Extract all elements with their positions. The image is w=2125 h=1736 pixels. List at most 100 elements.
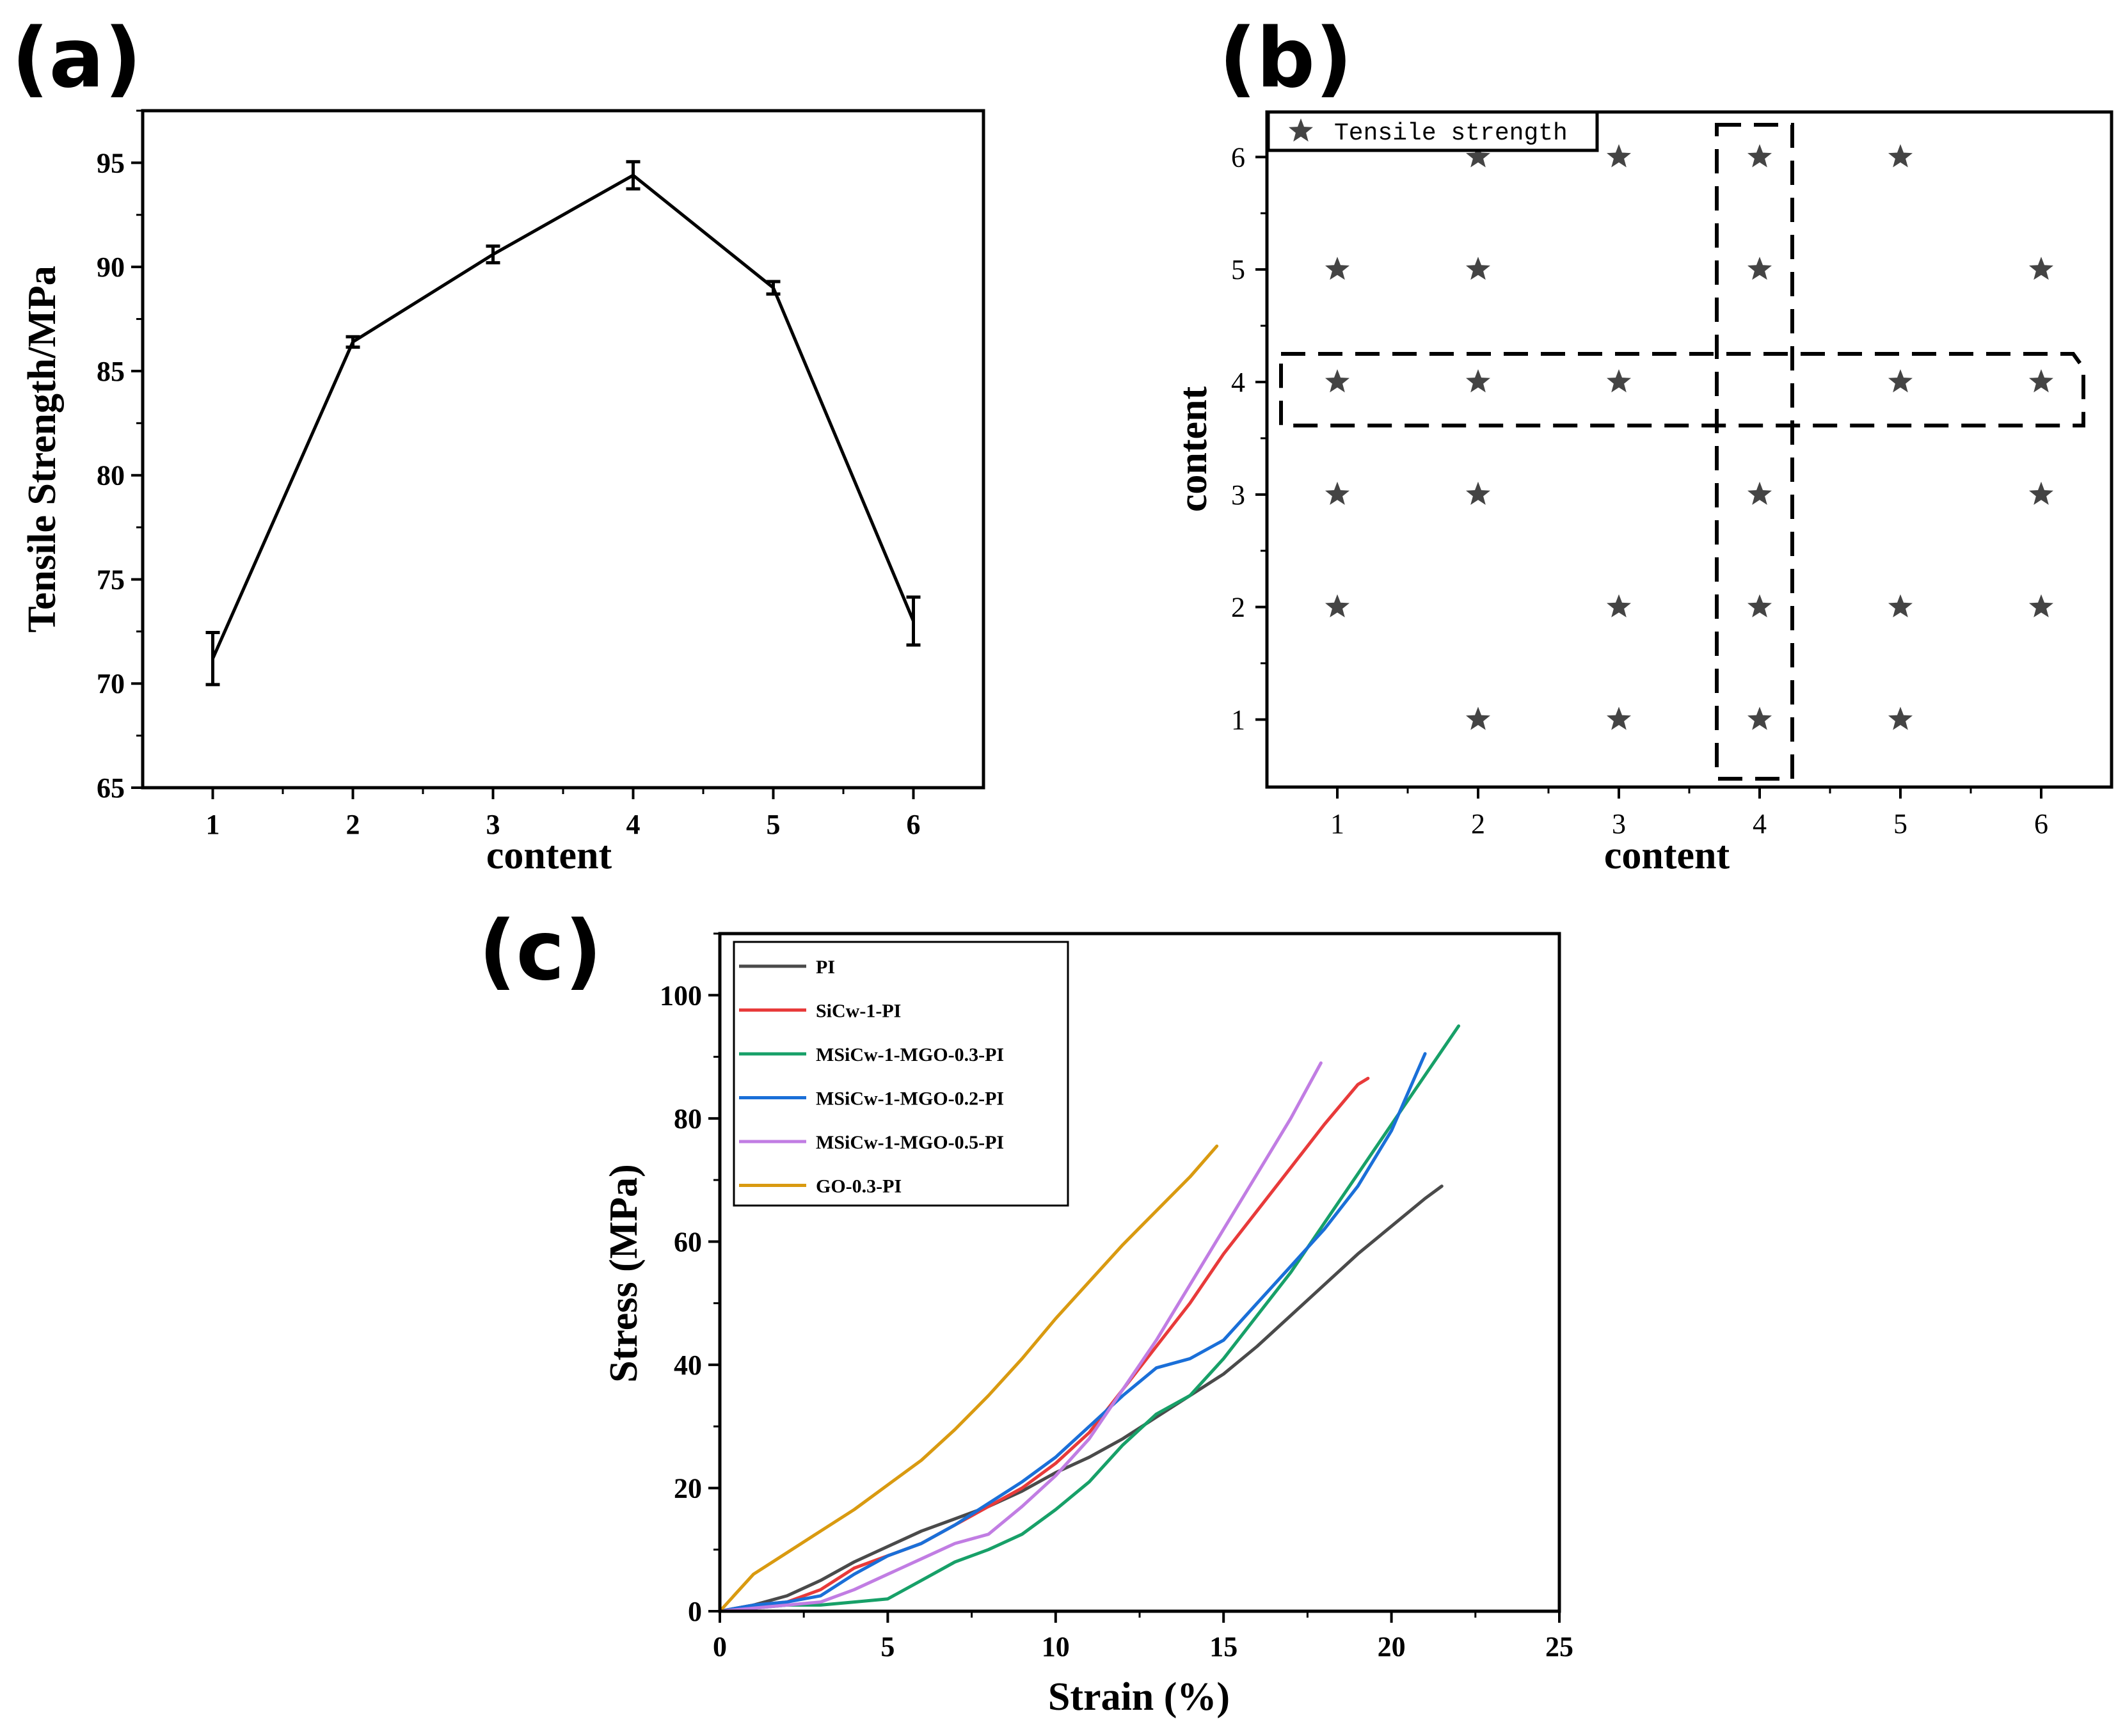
tensile-strength-line: [211, 173, 915, 660]
star-point: [1607, 594, 1631, 617]
panel-c-series: [718, 1024, 1461, 1613]
panel-b-ylabel: content: [1172, 386, 1215, 513]
error-bar: [346, 335, 360, 349]
panel-b-legend-text: Tensile strength: [1334, 120, 1568, 147]
x-tick-label: 5: [880, 1631, 895, 1662]
x-tick-label: 20: [1378, 1631, 1406, 1662]
panel-c-xtick-labels: 0 5 10 15 20 25: [713, 1631, 1573, 1662]
y-tick-label: 40: [674, 1350, 702, 1381]
panel-c-xlabel: Strain (%): [1048, 1675, 1230, 1719]
y-tick-label: 75: [97, 564, 125, 595]
star-point: [1607, 144, 1631, 168]
error-bar: [626, 160, 641, 191]
x-tick-label: 5: [767, 809, 781, 840]
star-point: [1747, 257, 1772, 280]
panel-b: (b) 1 2 3 4 5 6 1 2 3 4 5 6 Tensile strength conte…: [1172, 11, 2113, 877]
star-point: [1888, 369, 1913, 393]
panel-c-ylabel: Stress (MPa): [602, 1164, 646, 1382]
panel-b-ticks: [1255, 155, 2042, 799]
star-point: [1747, 706, 1772, 730]
panel-b-column-highlight-box: [1715, 123, 1794, 781]
y-tick-label: 80: [674, 1103, 702, 1135]
y-tick-label: 4: [1231, 367, 1245, 398]
panel-c-legend-box: [733, 941, 1069, 1207]
star-point: [1888, 594, 1913, 617]
star-point: [1607, 369, 1631, 393]
star-point: [1325, 481, 1349, 505]
legend-label: MSiCw-1-MGO-0.3-PI: [816, 1044, 1004, 1065]
panel-b-xtick-labels: 1 2 3 4 5 6: [1330, 808, 2048, 840]
error-bar: [766, 280, 781, 296]
y-tick-label: 6: [1231, 141, 1245, 173]
error-bar: [205, 630, 220, 687]
x-tick-label: 0: [713, 1631, 727, 1662]
panel-a-label: (a): [12, 11, 141, 106]
panel-c-ticks: [708, 932, 1561, 1623]
star-point: [1466, 481, 1490, 505]
panel-b-legend: Tensile strength: [1266, 110, 1599, 152]
panel-a-ylabel: Tensile Strength/MPa: [20, 266, 64, 633]
panel-a-frame: [141, 109, 985, 790]
x-tick-label: 2: [1471, 808, 1485, 840]
panel-a-ticks: [131, 109, 915, 799]
star-point: [1747, 594, 1772, 617]
star-point: [2029, 594, 2053, 617]
x-tick-label: 15: [1209, 1631, 1238, 1662]
panel-a-xlabel: content: [486, 834, 612, 877]
x-tick-label: 1: [1330, 808, 1344, 840]
panel-b-points: [1325, 144, 2053, 730]
x-tick-label: 10: [1042, 1631, 1070, 1662]
legend-label: MSiCw-1-MGO-0.5-PI: [816, 1132, 1004, 1153]
star-point: [1747, 144, 1772, 168]
y-tick-label: 1: [1231, 705, 1245, 736]
panel-c-ytick-labels: 0 20 40 60 80 100: [660, 980, 702, 1627]
panel-b-row-highlight-box: [1279, 352, 2085, 427]
star-point: [1466, 144, 1490, 168]
star-point: [1466, 257, 1490, 280]
legend-label: PI: [816, 957, 835, 978]
panel-b-frame: [1265, 110, 2113, 789]
star-point: [2029, 481, 2053, 505]
panel-a-ytick-labels: 65 70 75 80 85 90 95: [97, 147, 125, 804]
x-tick-label: 6: [2034, 808, 2048, 840]
y-tick-label: 85: [97, 356, 125, 387]
star-point: [2029, 257, 2053, 280]
y-tick-label: 80: [97, 460, 125, 491]
x-tick-label: 6: [907, 809, 921, 840]
x-tick-label: 4: [1753, 808, 1767, 840]
y-tick-label: 5: [1231, 254, 1245, 285]
x-tick-label: 5: [1893, 808, 1907, 840]
panel-b-ytick-labels: 1 2 3 4 5 6: [1231, 141, 1245, 735]
star-point: [1607, 706, 1631, 730]
y-tick-label: 20: [674, 1472, 702, 1504]
error-bar: [906, 595, 921, 647]
panel-c-legend-items: PI SiCw-1-PI MSiCw-1-MGO-0.3-PI MSiCw-1-MGO…: [739, 957, 1004, 1197]
panel-b-xlabel: content: [1604, 834, 1730, 877]
y-tick-label: 95: [97, 147, 125, 179]
star-point: [1325, 594, 1349, 617]
panel-b-label: (b): [1219, 11, 1353, 106]
panel-a: (a) 65 70 75 80 85 90 95 1 2 3 4 5 6 content Tensil…: [12, 11, 985, 877]
y-tick-label: 70: [97, 668, 125, 699]
y-tick-label: 0: [688, 1596, 702, 1627]
series-line-msicw-1-mgo-0-3-pi: [718, 1024, 1461, 1613]
panel-c-label: (c): [479, 904, 602, 999]
y-tick-label: 3: [1231, 479, 1245, 511]
legend-label: MSiCw-1-MGO-0.2-PI: [816, 1088, 1004, 1110]
legend-label: SiCw-1-PI: [816, 1001, 901, 1022]
star-point: [1325, 257, 1349, 280]
star-point: [1747, 481, 1772, 505]
star-point: [1466, 369, 1490, 393]
x-tick-label: 3: [1612, 808, 1626, 840]
star-point: [1888, 144, 1913, 168]
y-tick-label: 90: [97, 251, 125, 283]
x-tick-label: 25: [1545, 1631, 1573, 1662]
x-tick-label: 4: [626, 809, 641, 840]
star-point: [2029, 369, 2053, 393]
series-line-msicw-1-mgo-0-2-pi: [718, 1052, 1427, 1613]
series-line-msicw-1-mgo-0-5-pi: [718, 1061, 1323, 1613]
legend-star-icon: [1289, 118, 1313, 142]
panel-a-xtick-labels: 1 2 3 4 5 6: [206, 809, 921, 840]
star-point: [1466, 706, 1490, 730]
y-tick-label: 60: [674, 1226, 702, 1257]
